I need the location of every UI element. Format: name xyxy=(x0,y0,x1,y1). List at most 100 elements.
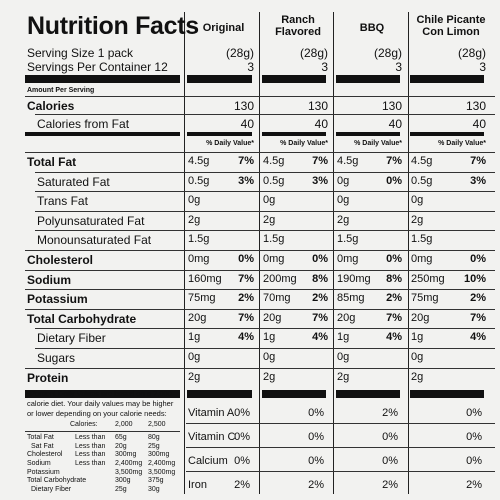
nutrient-amount: 0g xyxy=(263,351,276,363)
thick-divider xyxy=(410,75,484,83)
nutrient-label: Sugars xyxy=(37,351,76,365)
nutrient-label: Trans Fat xyxy=(37,194,88,209)
vitamin-value: 0% xyxy=(466,407,482,420)
nutrient-dv: 8% xyxy=(386,272,402,285)
nutrient-amount: 0g xyxy=(263,194,276,207)
nutrient-dv: 7% xyxy=(312,311,328,324)
footnote-cell: Less than xyxy=(75,460,106,467)
footnote-cell: Less than xyxy=(75,442,106,450)
servings-label: Servings Per Container 12 xyxy=(27,60,168,74)
vitamin-label: Iron xyxy=(188,479,207,492)
footnote-cell: 3,500mg xyxy=(148,468,176,476)
vitamin-value: 2% xyxy=(382,479,398,492)
column-divider xyxy=(333,12,334,494)
nutrient-amount: 1g xyxy=(411,331,424,344)
footnote-cell: Sodium xyxy=(27,460,51,467)
nutrient-dv: 2% xyxy=(470,292,486,305)
row-divider xyxy=(25,308,495,310)
footnote-cell: 300mg xyxy=(115,451,137,459)
calories-value: 130 xyxy=(381,99,402,113)
nutrient-amount: 0.5g xyxy=(411,174,433,187)
dv-header: % Daily Value* xyxy=(354,140,402,147)
vitamin-value: 0% xyxy=(234,407,250,420)
nutrient-amount: 2g xyxy=(188,213,201,226)
vitamin-value: 0% xyxy=(466,455,482,468)
nutrient-dv: 7% xyxy=(470,311,486,324)
footnote-cell: 3,500mg xyxy=(115,468,143,476)
nutrient-dv: 4% xyxy=(470,331,486,344)
nutrient-amount: 20g xyxy=(263,311,282,324)
nutrient-dv: 3% xyxy=(238,174,254,187)
dv-header: % Daily Value* xyxy=(280,140,328,147)
servings-value: 3 xyxy=(479,60,486,74)
nutrient-amount: 1.5g xyxy=(263,233,285,246)
nutrient-dv: 3% xyxy=(312,174,328,187)
footnote-cell: Less than xyxy=(75,434,106,442)
footnote-cell: Less than xyxy=(75,451,106,459)
nutrient-amount: 0.5g xyxy=(263,174,285,187)
nutrient-amount: 0mg xyxy=(188,253,210,265)
nutrient-dv: 0% xyxy=(386,253,402,265)
calories-fat-value: 40 xyxy=(388,117,402,131)
nutrient-amount: 75mg xyxy=(411,292,439,305)
nutrient-dv: 2% xyxy=(312,292,328,305)
nutrient-dv: 4% xyxy=(312,331,328,344)
servings-value: 3 xyxy=(395,60,402,74)
nutrient-amount: 1g xyxy=(263,331,276,344)
nutrient-amount: 2g xyxy=(263,213,276,226)
nutrient-dv: 7% xyxy=(238,272,254,285)
row-divider xyxy=(35,348,495,349)
footnote-cell: 2,400mg xyxy=(115,460,143,467)
nutrient-amount: 70mg xyxy=(263,292,291,305)
thick-divider xyxy=(187,75,252,83)
thick-divider xyxy=(25,390,180,399)
column-divider xyxy=(184,12,185,494)
nutrient-amount: 1.5g xyxy=(337,233,359,246)
nutrient-amount: 0g xyxy=(188,351,201,363)
column-header: Ranch Flavored xyxy=(275,14,321,38)
nutrient-label: Sodium xyxy=(27,272,71,287)
vitamin-value: 0% xyxy=(466,431,482,444)
row-divider xyxy=(25,152,495,153)
thick-divider xyxy=(25,75,180,83)
thick-divider xyxy=(336,390,400,399)
vitamin-value: 0% xyxy=(382,431,398,444)
footnote-cell: 30g xyxy=(148,485,160,493)
nutrient-label: Dietary Fiber xyxy=(37,331,106,346)
row-divider xyxy=(35,114,495,115)
calories-label: Calories xyxy=(27,99,75,113)
amount-per-serving: Amount Per Serving xyxy=(27,87,95,94)
nutrient-amount: 4.5g xyxy=(263,155,285,167)
column-divider xyxy=(408,12,409,494)
nutrient-amount: 20g xyxy=(337,311,356,324)
thick-divider xyxy=(187,390,252,399)
row-divider xyxy=(25,269,495,271)
nutrient-amount: 4.5g xyxy=(337,155,359,167)
nutrient-label: Total Fat xyxy=(27,155,77,169)
thick-divider xyxy=(262,75,326,83)
nutrient-dv: 7% xyxy=(470,155,486,167)
nutrient-amount: 160mg xyxy=(188,272,222,285)
footnote-cell: Dietary Fiber xyxy=(31,485,72,493)
column-header: Original xyxy=(202,22,245,34)
row-divider xyxy=(186,423,495,425)
footnote-header: Calories: xyxy=(70,421,98,429)
nutrient-dv: 8% xyxy=(312,272,328,285)
footnote-cell: 20g xyxy=(115,442,127,450)
nutrient-amount: 200mg xyxy=(263,272,297,285)
vitamin-value: 0% xyxy=(234,431,250,444)
row-divider xyxy=(186,447,495,449)
footnote-cell: Cholesterol xyxy=(27,451,63,459)
servings-value: 3 xyxy=(321,60,328,74)
nutrient-dv: 7% xyxy=(386,311,402,324)
nutrient-dv: 3% xyxy=(470,174,486,187)
row-divider xyxy=(25,367,495,369)
footnote-text: *Percent Daily Values are based on a 2,0… xyxy=(27,389,172,399)
footnote-cell: 25g xyxy=(115,485,127,493)
nutrient-amount: 0g xyxy=(411,194,424,207)
row-divider xyxy=(35,328,495,330)
nutrient-amount: 0g xyxy=(337,351,350,363)
dv-header: % Daily Value* xyxy=(206,140,254,147)
nutrient-dv: 7% xyxy=(312,155,328,167)
nutrient-amount: 20g xyxy=(411,311,430,324)
